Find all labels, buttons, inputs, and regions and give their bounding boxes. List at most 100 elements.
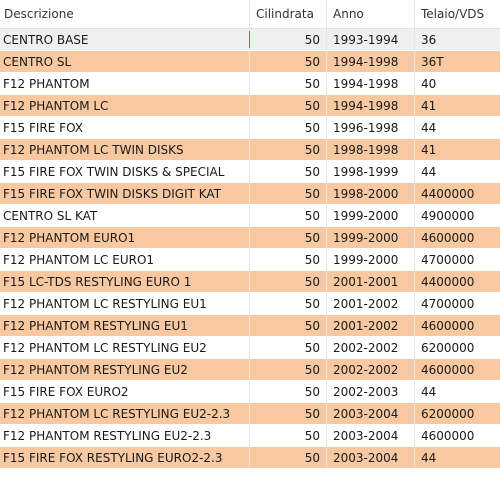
cell-cilindrata[interactable]: 50 xyxy=(250,425,327,447)
table-row[interactable]: F12 PHANTOM RESTYLING EU2 50 2002-2002 4600… xyxy=(0,359,500,381)
column-header-anno[interactable]: Anno xyxy=(327,0,415,28)
table-row[interactable]: F12 PHANTOM LC TWIN DISKS 50 1998-1998 41 xyxy=(0,139,500,161)
cell-telaio[interactable]: 4400000 xyxy=(415,271,500,293)
cell-anno[interactable]: 2001-2002 xyxy=(327,315,415,337)
cell-cilindrata[interactable]: 50 xyxy=(250,51,327,73)
cell-anno[interactable]: 2002-2002 xyxy=(327,337,415,359)
cell-telaio[interactable]: 4600000 xyxy=(415,227,500,249)
cell-telaio[interactable]: 4600000 xyxy=(415,315,500,337)
cell-descrizione[interactable]: F12 PHANTOM RESTYLING EU1 xyxy=(0,315,250,337)
cell-cilindrata[interactable]: 50 xyxy=(250,227,327,249)
table-row[interactable]: CENTRO SL KAT 50 1999-2000 4900000 xyxy=(0,205,500,227)
table-row[interactable]: F15 FIRE FOX 50 1996-1998 44 xyxy=(0,117,500,139)
table-row[interactable]: F12 PHANTOM LC EURO1 50 1999-2000 4700000 xyxy=(0,249,500,271)
cell-cilindrata[interactable]: 50 xyxy=(250,95,327,117)
table-row[interactable]: F15 FIRE FOX RESTYLING EURO2-2.3 50 2003-2… xyxy=(0,447,500,469)
cell-cilindrata[interactable]: 50 xyxy=(250,337,327,359)
table-row[interactable]: F12 PHANTOM LC RESTYLING EU1 50 2001-2002 4… xyxy=(0,293,500,315)
cell-telaio[interactable]: 44 xyxy=(415,381,500,403)
cell-anno[interactable]: 1998-2000 xyxy=(327,183,415,205)
table-row[interactable]: F12 PHANTOM EURO1 50 1999-2000 4600000 xyxy=(0,227,500,249)
cell-cilindrata[interactable]: 50 xyxy=(250,359,327,381)
table-row[interactable]: F12 PHANTOM LC RESTYLING EU2 50 2002-2002 6… xyxy=(0,337,500,359)
cell-telaio[interactable]: 41 xyxy=(415,95,500,117)
table-row[interactable]: F12 PHANTOM 50 1994-1998 40 xyxy=(0,73,500,95)
cell-telaio[interactable]: 41 xyxy=(415,139,500,161)
cell-telaio[interactable]: 6200000 xyxy=(415,337,500,359)
cell-descrizione[interactable]: F15 FIRE FOX TWIN DISKS DIGIT KAT xyxy=(0,183,250,205)
table-row[interactable]: F15 FIRE FOX EURO2 50 2002-2003 44 xyxy=(0,381,500,403)
cell-cilindrata[interactable]: 50 xyxy=(250,315,327,337)
cell-descrizione[interactable]: F12 PHANTOM LC RESTYLING EU2 xyxy=(0,337,250,359)
cell-descrizione[interactable]: F12 PHANTOM RESTYLING EU2 xyxy=(0,359,250,381)
cell-anno[interactable]: 1993-1994 xyxy=(327,29,415,51)
cell-telaio[interactable]: 4600000 xyxy=(415,359,500,381)
cell-anno[interactable]: 1998-1998 xyxy=(327,139,415,161)
cell-telaio[interactable]: 4400000 xyxy=(415,183,500,205)
cell-descrizione[interactable]: CENTRO SL KAT xyxy=(0,205,250,227)
cell-descrizione[interactable]: F12 PHANTOM EURO1 xyxy=(0,227,250,249)
cell-cilindrata[interactable]: 50 xyxy=(250,403,327,425)
table-row[interactable]: CENTRO SL 50 1994-1998 36T xyxy=(0,51,500,73)
cell-cilindrata[interactable]: 50 xyxy=(250,205,327,227)
column-header-telaio[interactable]: Telaio/VDS xyxy=(421,7,485,21)
cell-anno[interactable]: 1998-1999 xyxy=(327,161,415,183)
cell-cilindrata[interactable]: 50 xyxy=(250,249,327,271)
cell-anno[interactable]: 1996-1998 xyxy=(327,117,415,139)
cell-cilindrata[interactable]: 50 xyxy=(250,381,327,403)
cell-anno[interactable]: 2002-2002 xyxy=(327,359,415,381)
cell-descrizione[interactable]: F15 FIRE FOX EURO2 xyxy=(0,381,250,403)
cell-telaio[interactable]: 44 xyxy=(415,447,500,469)
table-row[interactable]: F15 FIRE FOX TWIN DISKS & SPECIAL 50 1998-… xyxy=(0,161,500,183)
table-row[interactable]: F12 PHANTOM LC 50 1994-1998 41 xyxy=(0,95,500,117)
cell-cilindrata[interactable]: 50 xyxy=(250,29,327,51)
cell-telaio[interactable]: 36 xyxy=(415,29,500,51)
cell-descrizione[interactable]: CENTRO SL xyxy=(0,51,250,73)
table-row[interactable]: F12 PHANTOM RESTYLING EU2-2.3 50 2003-2004… xyxy=(0,425,500,447)
cell-descrizione[interactable]: F12 PHANTOM RESTYLING EU2-2.3 xyxy=(0,425,250,447)
cell-anno[interactable]: 2001-2002 xyxy=(327,293,415,315)
cell-descrizione[interactable]: F12 PHANTOM LC TWIN DISKS xyxy=(0,139,250,161)
cell-telaio[interactable]: 44 xyxy=(415,117,500,139)
cell-anno[interactable]: 1994-1998 xyxy=(327,73,415,95)
cell-descrizione[interactable]: F12 PHANTOM LC RESTYLING EU2-2.3 xyxy=(0,403,250,425)
cell-descrizione[interactable]: F12 PHANTOM LC xyxy=(0,95,250,117)
column-header-cilindrata[interactable]: Cilindrata xyxy=(250,0,327,28)
cell-telaio[interactable]: 4600000 xyxy=(415,425,500,447)
cell-descrizione[interactable]: F12 PHANTOM LC RESTYLING EU1 xyxy=(0,293,250,315)
cell-cilindrata[interactable]: 50 xyxy=(250,139,327,161)
cell-anno[interactable]: 2001-2001 xyxy=(327,271,415,293)
cell-anno[interactable]: 1999-2000 xyxy=(327,227,415,249)
cell-anno[interactable]: 2002-2003 xyxy=(327,381,415,403)
cell-telaio[interactable]: 40 xyxy=(415,73,500,95)
cell-descrizione[interactable]: F12 PHANTOM LC EURO1 xyxy=(0,249,250,271)
cell-anno[interactable]: 1999-2000 xyxy=(327,205,415,227)
cell-descrizione[interactable]: F15 FIRE FOX xyxy=(0,117,250,139)
cell-descrizione[interactable]: F15 FIRE FOX RESTYLING EURO2-2.3 xyxy=(0,447,250,469)
cell-telaio[interactable]: 44 xyxy=(415,161,500,183)
cell-anno[interactable]: 1999-2000 xyxy=(327,249,415,271)
cell-anno[interactable]: 2003-2004 xyxy=(327,403,415,425)
cell-cilindrata[interactable]: 50 xyxy=(250,293,327,315)
cell-telaio[interactable]: 4700000 xyxy=(415,249,500,271)
cell-descrizione[interactable]: F12 PHANTOM xyxy=(0,73,250,95)
cell-anno[interactable]: 1994-1998 xyxy=(327,51,415,73)
table-row[interactable]: F12 PHANTOM RESTYLING EU1 50 2001-2002 4600… xyxy=(0,315,500,337)
cell-anno[interactable]: 2003-2004 xyxy=(327,447,415,469)
cell-cilindrata[interactable]: 50 xyxy=(250,183,327,205)
table-row[interactable]: CENTRO BASE 50 1993-1994 36 xyxy=(0,29,500,51)
cell-descrizione[interactable]: CENTRO BASE xyxy=(0,29,250,51)
table-row[interactable]: F15 FIRE FOX TWIN DISKS DIGIT KAT 50 1998-… xyxy=(0,183,500,205)
cell-anno[interactable]: 1994-1998 xyxy=(327,95,415,117)
table-row[interactable]: F15 LC-TDS RESTYLING EURO 1 50 2001-2001 44… xyxy=(0,271,500,293)
cell-telaio[interactable]: 36T xyxy=(415,51,500,73)
table-row[interactable]: F12 PHANTOM LC RESTYLING EU2-2.3 50 2003-2… xyxy=(0,403,500,425)
cell-descrizione[interactable]: F15 FIRE FOX TWIN DISKS & SPECIAL xyxy=(0,161,250,183)
cell-cilindrata[interactable]: 50 xyxy=(250,271,327,293)
cell-cilindrata[interactable]: 50 xyxy=(250,161,327,183)
cell-descrizione[interactable]: F15 LC-TDS RESTYLING EURO 1 xyxy=(0,271,250,293)
cell-cilindrata[interactable]: 50 xyxy=(250,117,327,139)
cell-cilindrata[interactable]: 50 xyxy=(250,73,327,95)
cell-anno[interactable]: 2003-2004 xyxy=(327,425,415,447)
cell-telaio[interactable]: 4700000 xyxy=(415,293,500,315)
